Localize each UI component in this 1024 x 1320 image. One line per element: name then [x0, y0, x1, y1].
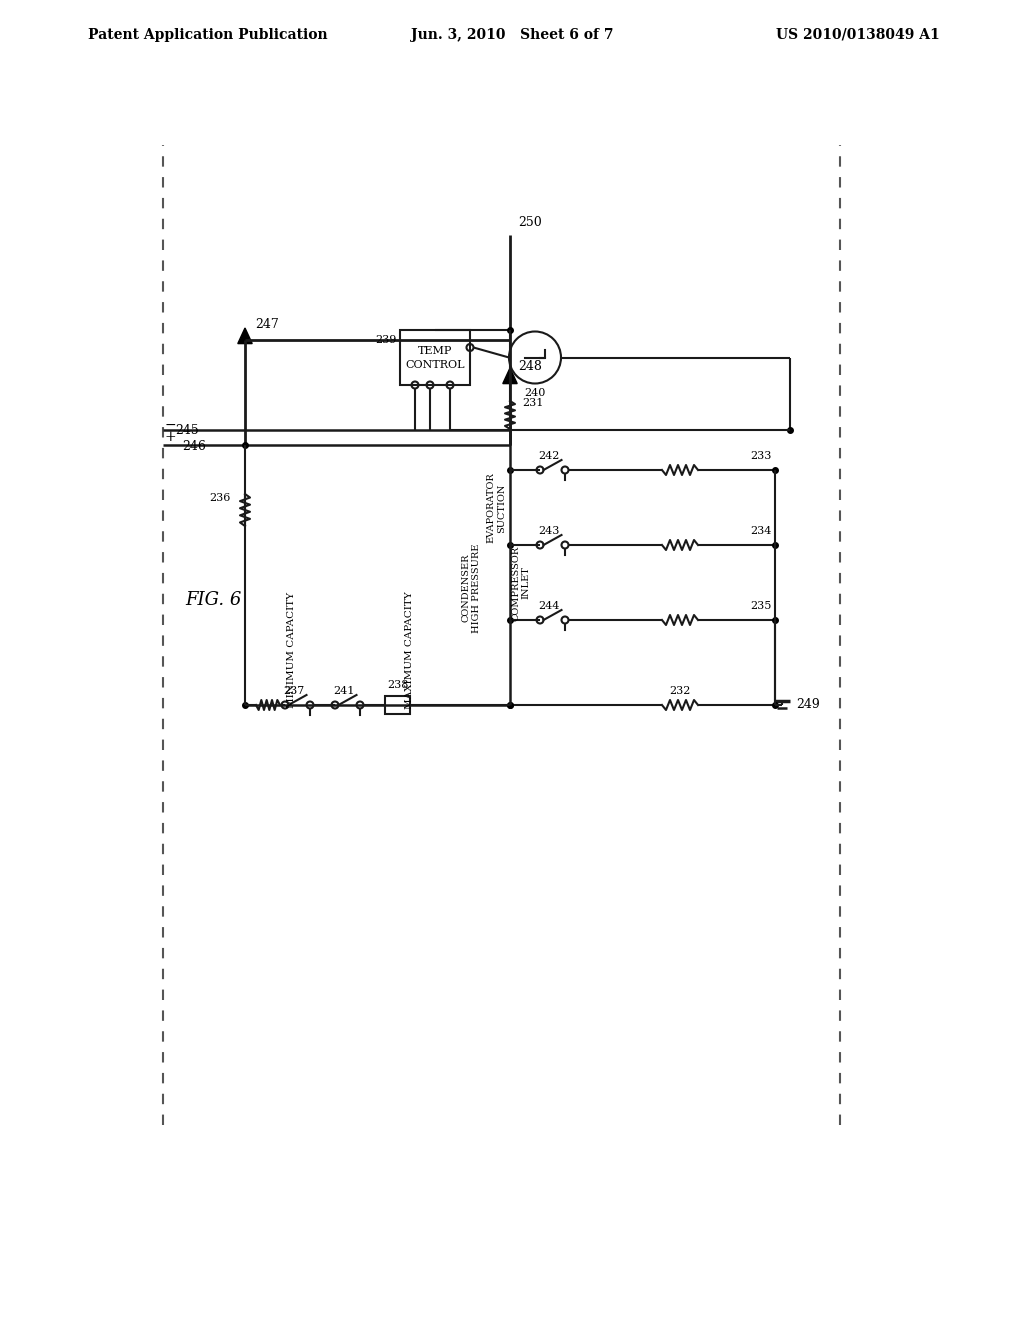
Text: 233: 233 — [751, 451, 772, 461]
Text: 240: 240 — [524, 388, 546, 399]
Bar — [385, 696, 410, 714]
Text: EVAPORATOR
SUCTION: EVAPORATOR SUCTION — [486, 473, 506, 544]
Polygon shape — [238, 327, 252, 343]
Text: 236: 236 — [210, 492, 231, 503]
Text: 246: 246 — [182, 441, 206, 454]
Text: 237: 237 — [283, 686, 304, 696]
Text: 231: 231 — [522, 399, 544, 408]
Text: US 2010/0138049 A1: US 2010/0138049 A1 — [776, 28, 940, 42]
Text: 235: 235 — [751, 601, 772, 611]
Text: Jun. 3, 2010   Sheet 6 of 7: Jun. 3, 2010 Sheet 6 of 7 — [411, 28, 613, 42]
Text: 244: 244 — [538, 601, 559, 611]
Text: CONTROL: CONTROL — [406, 359, 465, 370]
Text: 249: 249 — [796, 698, 820, 711]
Text: −: − — [165, 418, 176, 432]
Text: 247: 247 — [255, 318, 279, 331]
Text: 245: 245 — [175, 424, 199, 437]
Text: TEMP: TEMP — [418, 346, 453, 355]
Polygon shape — [503, 368, 517, 384]
Text: MAXIMUM CAPACITY: MAXIMUM CAPACITY — [406, 591, 414, 709]
Text: MINIMUM CAPACITY: MINIMUM CAPACITY — [287, 591, 296, 708]
Text: 234: 234 — [751, 525, 772, 536]
Text: Patent Application Publication: Patent Application Publication — [88, 28, 328, 42]
Text: CONDENSER
HIGH PRESSURE: CONDENSER HIGH PRESSURE — [461, 544, 480, 632]
Text: COMPRESSOR
INLET: COMPRESSOR INLET — [511, 545, 530, 620]
Text: 232: 232 — [670, 686, 690, 696]
Text: 248: 248 — [518, 359, 542, 372]
Text: FIG. 6: FIG. 6 — [185, 591, 242, 609]
Text: 239: 239 — [376, 335, 397, 345]
Text: +: + — [165, 430, 176, 444]
Text: 241: 241 — [333, 686, 354, 696]
Text: 243: 243 — [538, 525, 559, 536]
Text: 250: 250 — [518, 215, 542, 228]
Text: 238: 238 — [387, 680, 409, 690]
Bar — [400, 330, 470, 385]
Text: 242: 242 — [538, 451, 559, 461]
